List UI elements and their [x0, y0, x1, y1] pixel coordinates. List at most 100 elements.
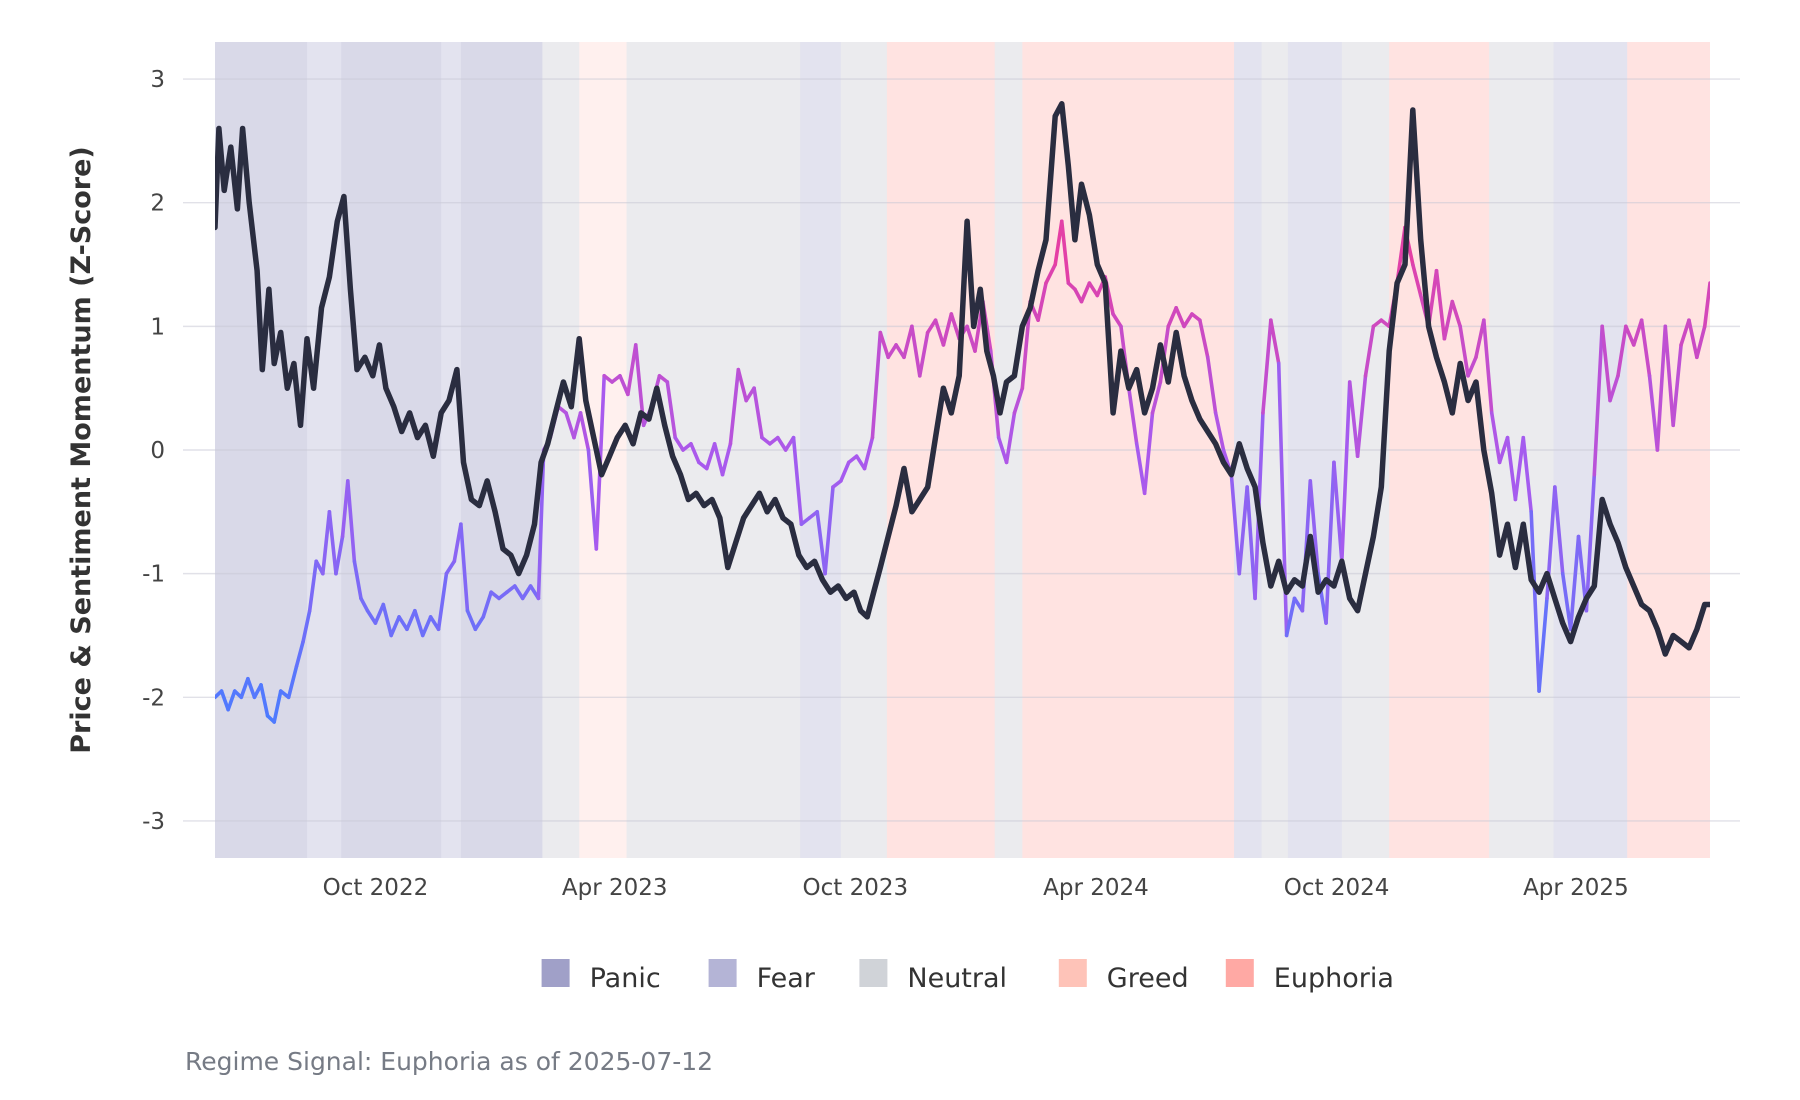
- sentiment-segment: [239, 676, 250, 700]
- sentiment-segment: [1600, 324, 1612, 403]
- y-tick-label: 1: [150, 314, 165, 340]
- sentiment-segment: [272, 689, 283, 724]
- sentiment-segment: [1363, 324, 1376, 378]
- sentiment-segment: [1655, 324, 1668, 452]
- sentiment-segment: [1411, 262, 1423, 298]
- sentiment-segment: [720, 442, 733, 477]
- legend-label: Fear: [757, 963, 816, 994]
- sentiment-segment: [1182, 312, 1194, 329]
- sentiment-segment: [1695, 324, 1707, 360]
- sentiment-segment: [862, 435, 875, 471]
- sentiment-segment: [578, 411, 591, 452]
- sentiment-segment: [1647, 374, 1660, 452]
- sentiment-segment: [1261, 318, 1273, 415]
- sentiment-segment: [564, 411, 576, 440]
- sentiment-segment: [1174, 306, 1186, 329]
- sentiment-segment: [436, 571, 449, 632]
- x-tick-label: Oct 2023: [803, 875, 909, 901]
- sentiment-segment: [1482, 318, 1494, 415]
- sentiment-segment: [1053, 219, 1064, 267]
- sentiment-segment: [712, 442, 725, 477]
- x-tick-label: Oct 2024: [1284, 875, 1390, 901]
- sentiment-segment: [1166, 306, 1178, 329]
- sentiment-segment: [1308, 479, 1320, 576]
- sentiment-segment: [1213, 411, 1226, 452]
- sentiment-segment: [226, 689, 237, 712]
- sentiment-segment: [910, 324, 922, 378]
- sentiment-segment: [791, 435, 804, 526]
- x-tick-label: Oct 2022: [323, 875, 429, 901]
- sentiment-segment: [965, 324, 977, 353]
- sentiment-segment: [1624, 324, 1636, 347]
- sentiment-segment: [1073, 287, 1084, 304]
- sentiment-segment: [1450, 299, 1462, 329]
- x-tick-label: Apr 2025: [1523, 875, 1629, 901]
- legend: Panic Fear Neutral Greed Euphoria: [541, 959, 1394, 994]
- sentiment-segment: [996, 435, 1009, 465]
- regime-signal-caption: Regime Signal: Euphoria as of 2025-07-12: [185, 1047, 713, 1076]
- series-lines: [215, 101, 1710, 724]
- sentiment-segment: [259, 683, 270, 718]
- sentiment-segment: [1687, 318, 1699, 360]
- sentiment-segment: [1679, 318, 1691, 347]
- legend-item-neutral: Neutral: [859, 959, 1007, 994]
- sentiment-segment: [1702, 281, 1710, 329]
- sentiment-segment: [473, 615, 486, 632]
- sentiment-segment: [1489, 411, 1502, 465]
- sentiment-segment: [1269, 318, 1281, 366]
- sentiment-segment: [1631, 318, 1644, 347]
- sentiment-segment: [1229, 472, 1242, 576]
- sentiment-segment: [1521, 435, 1533, 514]
- sentiment-segment: [917, 330, 930, 378]
- legend-item-panic: Panic: [541, 959, 661, 994]
- sentiment-segment: [465, 608, 478, 632]
- sentiment-segment: [1150, 380, 1163, 415]
- sentiment-segment: [626, 343, 638, 397]
- sentiment-segment: [1324, 460, 1336, 625]
- sentiment-segment: [752, 386, 764, 440]
- legend-item-euphoria: Euphoria: [1225, 959, 1394, 994]
- legend-label: Neutral: [907, 963, 1007, 994]
- legend-item-greed: Greed: [1058, 959, 1189, 994]
- sentiment-segment: [1355, 374, 1368, 458]
- sentiment-segment: [902, 324, 914, 360]
- sentiment-segment: [1347, 380, 1360, 458]
- sentiment-segment: [886, 343, 898, 360]
- sentiment-segment: [878, 330, 891, 360]
- sentiment-segment: [1671, 343, 1683, 428]
- sentiment-segment: [1592, 324, 1604, 477]
- sentiment-segment: [481, 590, 493, 619]
- sentiment-segment: [373, 602, 386, 625]
- price-series-line: [215, 101, 1710, 657]
- y-tick-label: 2: [150, 191, 165, 217]
- sentiment-segment: [1505, 435, 1518, 502]
- sentiment-segment: [728, 367, 741, 446]
- sentiment-segment: [307, 559, 319, 613]
- sentiment-segment: [1458, 324, 1470, 378]
- sentiment-segment: [673, 435, 685, 452]
- sentiment-segment: [775, 435, 788, 452]
- sentiment-segment: [413, 608, 425, 638]
- sentiment-segment: [246, 676, 257, 700]
- y-axis-title: Price & Sentiment Momentum (Z-Score): [66, 146, 97, 754]
- sentiment-segment: [1284, 596, 1297, 638]
- sentiment-segment: [1639, 318, 1652, 378]
- sentiment-segment: [1142, 411, 1155, 496]
- sentiment-segment: [1434, 268, 1447, 341]
- sentiment-segment: [1584, 472, 1597, 613]
- sentiment-segment: [870, 330, 883, 440]
- sentiment-segment: [397, 615, 409, 632]
- sentiment-segment: [815, 510, 827, 576]
- sentiment-segment: [1087, 281, 1100, 298]
- legend-item-fear: Fear: [708, 959, 816, 994]
- sentiment-segment: [1134, 442, 1147, 496]
- sentiment-segment: [1340, 380, 1352, 564]
- x-tick-label: Apr 2024: [1043, 875, 1149, 901]
- legend-label: Euphoria: [1274, 963, 1394, 994]
- sentiment-segment: [536, 448, 546, 601]
- sentiment-segment: [665, 380, 678, 440]
- sentiment-segment: [294, 639, 305, 669]
- sentiment-segment: [1036, 281, 1048, 322]
